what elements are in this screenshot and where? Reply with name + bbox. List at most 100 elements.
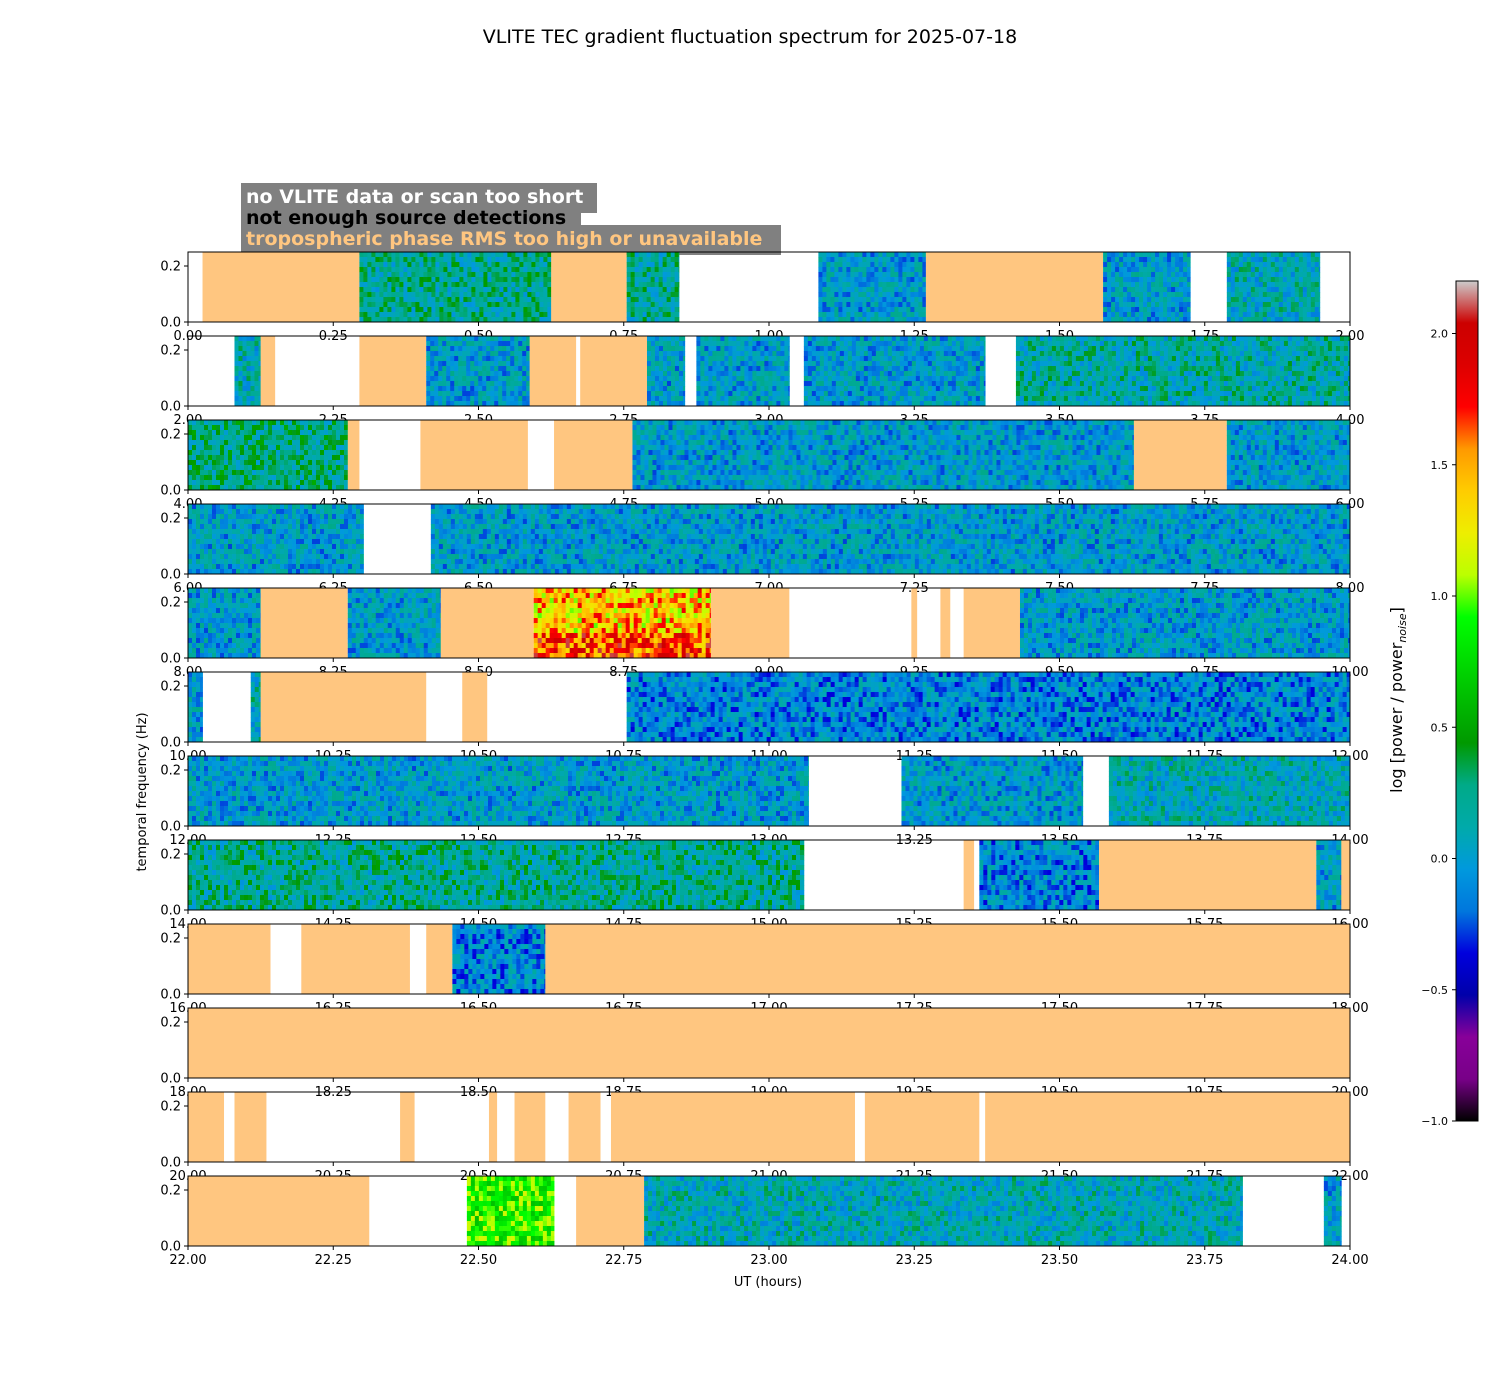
spectrum-cell: [220, 470, 225, 476]
spectrum-cell: [234, 366, 239, 372]
spectrum-cell: [1195, 336, 1201, 342]
spectrum-cell: [527, 277, 532, 283]
spectrum-cell: [220, 465, 225, 471]
spectrum-cell: [843, 356, 849, 362]
spectrum-cell: [1291, 386, 1297, 392]
spectrum-cell: [1187, 312, 1191, 318]
spectrum-cell: [748, 391, 753, 397]
spectrum-cell: [1335, 356, 1341, 362]
spectrum-cell: [818, 287, 823, 293]
spectrum-cell: [419, 277, 424, 283]
spectrum-cell: [674, 297, 680, 303]
spectrum-cell: [514, 351, 519, 357]
spectrum-cell: [1067, 386, 1073, 392]
spectrum-cell: [826, 297, 831, 303]
spectrum-cell: [704, 401, 709, 407]
spectrum-cell: [704, 391, 709, 397]
spectrum-cell: [911, 396, 917, 402]
spectrum-cell: [371, 282, 376, 288]
spectrum-cell: [1251, 401, 1257, 407]
spectrum-cell: [760, 341, 765, 347]
spectrum-cell: [666, 307, 672, 313]
spectrum-cell: [523, 262, 528, 268]
spectrum-cell: [662, 346, 668, 352]
spectrum-cell: [1103, 346, 1109, 352]
spectrum-cell: [854, 317, 859, 323]
spectrum-cell: [1143, 376, 1149, 382]
spectrum-cell: [1139, 302, 1144, 308]
spectrum-cell: [788, 346, 790, 352]
spectrum-segment: [359, 252, 552, 323]
spectrum-cell: [1263, 341, 1269, 347]
spectrum-cell: [951, 371, 957, 377]
spectrum-cell: [1135, 381, 1141, 387]
spectrum-cell: [246, 361, 251, 367]
spectrum-cell: [434, 381, 439, 387]
spectrum-cell: [890, 317, 895, 323]
spectrum-cell: [1279, 361, 1285, 367]
spectrum-cell: [236, 470, 241, 476]
spectrum-cell: [1295, 366, 1301, 372]
spectrum-cell: [494, 346, 499, 352]
spectrum-cell: [850, 267, 855, 273]
spectrum-cell: [470, 396, 475, 402]
spectrum-cell: [238, 396, 243, 402]
spectrum-cell: [1234, 297, 1240, 303]
spectrum-cell: [455, 262, 460, 268]
spectrum-cell: [662, 252, 668, 258]
spectrum-cell: [882, 287, 887, 293]
spectrum-cell: [478, 336, 483, 342]
spectrum-cell: [1047, 376, 1053, 382]
spectrum-cell: [646, 361, 652, 367]
spectrum-cell: [732, 361, 737, 367]
spectrum-cell: [674, 302, 680, 308]
spectrum-cell: [523, 287, 528, 293]
spectrum-cell: [1147, 307, 1152, 313]
spectrum-cell: [1278, 287, 1284, 293]
spectrum-cell: [776, 341, 781, 347]
spectrum-cell: [1238, 252, 1244, 258]
spectrum-cell: [1203, 371, 1209, 377]
spectrum-cell: [451, 267, 456, 273]
spectrum-cell: [1335, 396, 1341, 402]
spectrum-cell: [642, 297, 648, 303]
spectrum-cell: [646, 272, 652, 278]
spectrum-cell: [1347, 361, 1351, 367]
spectrum-cell: [915, 396, 921, 402]
spectrum-cell: [543, 252, 548, 258]
spectrum-cell: [807, 366, 813, 372]
spectrum-cell: [1231, 356, 1237, 362]
spectrum-cell: [363, 287, 368, 293]
spectrum-cell: [1103, 292, 1108, 298]
spectrum-cell: [1179, 262, 1184, 268]
spectrum-cell: [863, 396, 869, 402]
spectrum-cell: [1087, 361, 1093, 367]
spectrum-cell: [764, 366, 769, 372]
spectrum-cell: [907, 346, 913, 352]
spectrum-cell: [839, 356, 845, 362]
spectrum-cell: [1023, 391, 1029, 397]
spectrum-cell: [1290, 297, 1296, 303]
spectrum-cell: [846, 312, 851, 318]
spectrum-cell: [1083, 366, 1089, 372]
spectrum-cell: [1171, 312, 1176, 318]
spectrum-cell: [1298, 277, 1304, 283]
spectrum-cell: [499, 307, 504, 313]
spectrum-cell: [700, 391, 705, 397]
spectrum-cell: [1187, 391, 1193, 397]
spectrum-cell: [1238, 297, 1244, 303]
spectrum-cell: [764, 336, 769, 342]
spectrum-cell: [482, 386, 487, 392]
spectrum-cell: [1163, 366, 1169, 372]
spectrum-cell: [646, 267, 652, 273]
spectrum-cell: [1103, 267, 1108, 273]
spectrum-cell: [240, 450, 245, 456]
spectrum-cell: [1243, 396, 1249, 402]
spectrum-cell: [700, 396, 705, 402]
spectrum-cell: [1270, 257, 1276, 263]
spectrum-cell: [459, 267, 464, 273]
spectrum-cell: [748, 386, 753, 392]
spectrum-cell: [1335, 371, 1341, 377]
spectrum-cell: [1103, 262, 1108, 268]
spectrum-cell: [1250, 287, 1256, 293]
